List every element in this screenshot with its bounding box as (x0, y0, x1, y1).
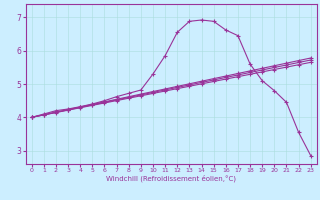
X-axis label: Windchill (Refroidissement éolien,°C): Windchill (Refroidissement éolien,°C) (106, 175, 236, 182)
